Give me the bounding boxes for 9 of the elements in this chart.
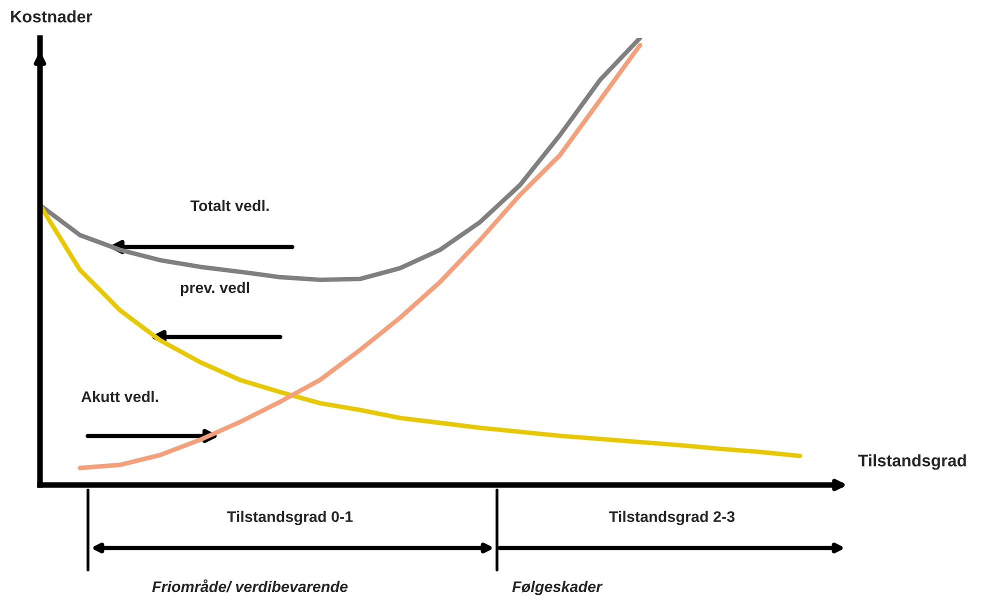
text: Friområde/ verdibevarende — [152, 579, 348, 592]
x-axis-title: Tilstandsgrad — [858, 454, 966, 470]
text: Tilstandsgrad 2-3 — [609, 510, 735, 526]
annotation: Totalt vedl. — [190, 200, 269, 212]
y-axis-title: Kostnader — [11, 10, 92, 22]
annotation: prev. vedl — [180, 282, 250, 296]
annotation: Akutt vedl. — [81, 390, 158, 402]
text: Tilstandsgrad 0-1 — [227, 510, 353, 526]
text: Følgeskader — [512, 580, 603, 596]
